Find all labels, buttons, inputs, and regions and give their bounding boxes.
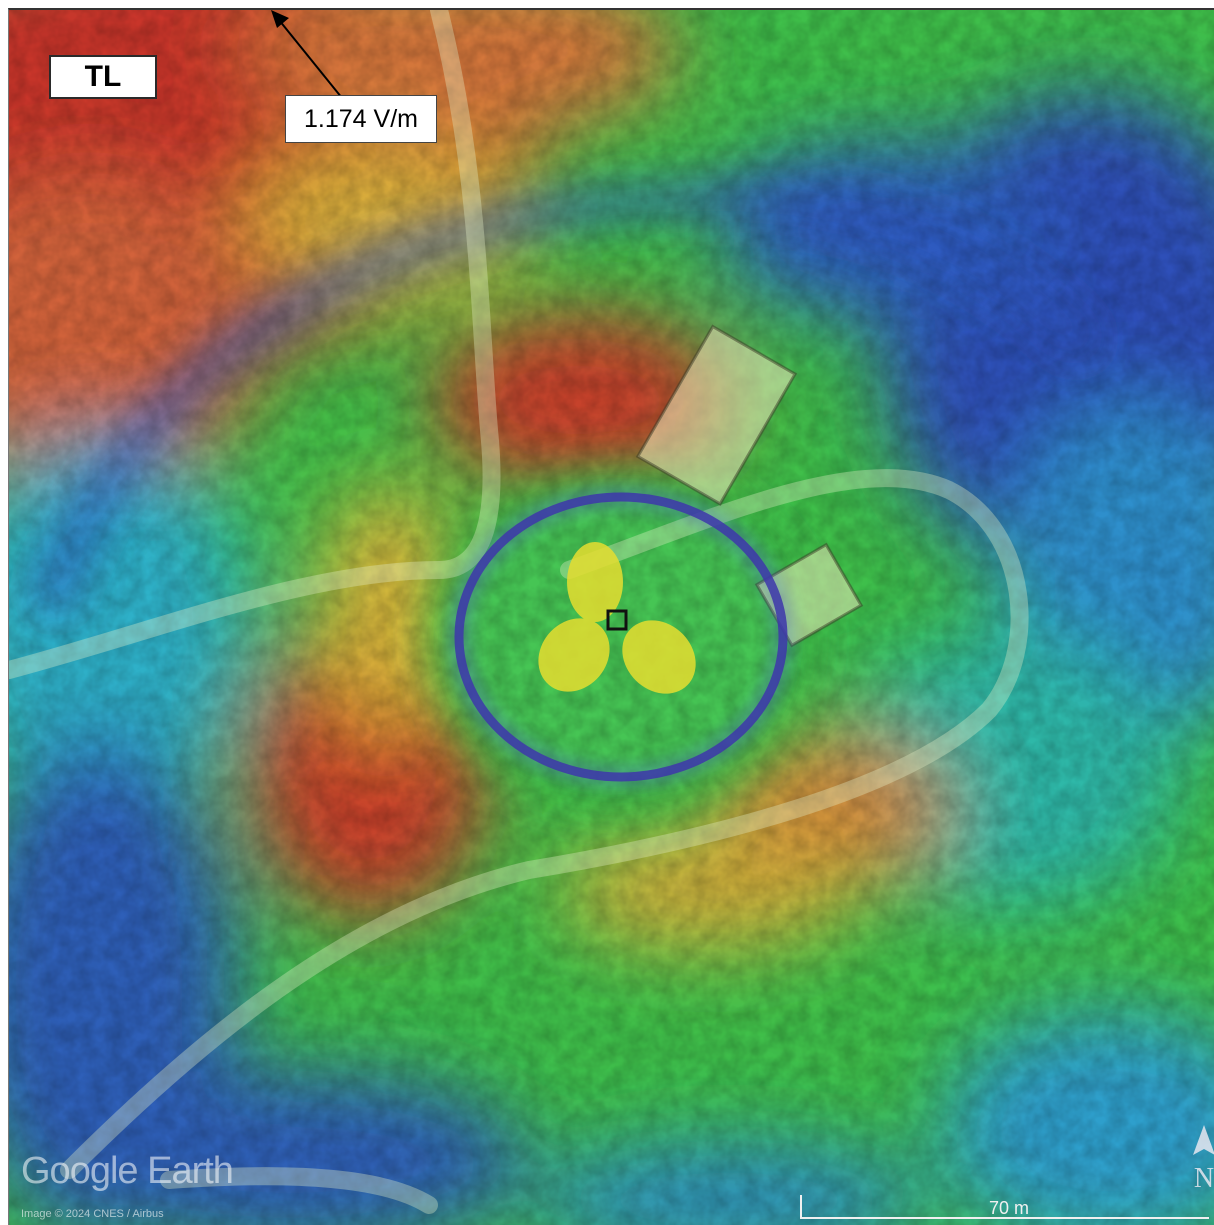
google-earth-watermark: Google Earth xyxy=(21,1150,234,1192)
road-overlay xyxy=(9,10,1029,1214)
field-heatmap xyxy=(9,10,1214,1225)
compass-letter: N xyxy=(1194,1163,1214,1194)
field-strength-annotation: 1.174 V/m xyxy=(285,95,437,143)
north-arrow-icon: N xyxy=(1193,1125,1214,1194)
lobe-southeast xyxy=(622,620,696,694)
north-arrow: N xyxy=(1193,1125,1214,1205)
scale-bar-label: 70 m xyxy=(988,1198,1030,1218)
corner-label: TL xyxy=(49,55,157,99)
lobe-southwest xyxy=(538,618,610,692)
map-viewport[interactable]: TL 1.174 V/m Google Earth Image © 2024 C… xyxy=(8,8,1214,1225)
antenna-lobes xyxy=(538,542,696,694)
imagery-credit: Image © 2024 CNES / Airbus xyxy=(21,1208,164,1220)
scale-bar xyxy=(800,1195,1209,1219)
station-marker xyxy=(606,609,628,631)
lobe-north xyxy=(567,542,623,622)
annotation-arrow xyxy=(271,10,343,99)
